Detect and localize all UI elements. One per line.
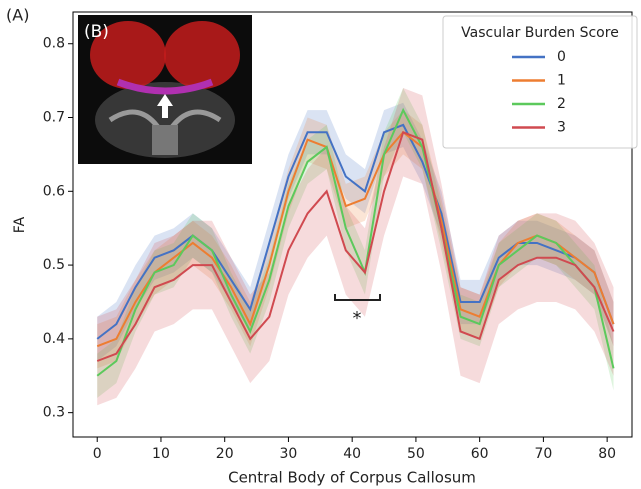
x-tick-label: 10 bbox=[152, 446, 170, 462]
legend-title: Vascular Burden Score bbox=[461, 25, 619, 41]
legend-label: 0 bbox=[557, 49, 566, 65]
x-tick-label: 70 bbox=[534, 446, 552, 462]
y-tick-label: 0.5 bbox=[43, 257, 65, 273]
inset-image: (B) bbox=[78, 15, 252, 164]
legend-label: 3 bbox=[557, 120, 566, 136]
page: {"chart_data": {"type": "line", "panel_l… bbox=[0, 0, 641, 489]
legend-label: 2 bbox=[557, 96, 566, 112]
y-tick-label: 0.3 bbox=[43, 405, 65, 421]
significance-bracket: * bbox=[335, 294, 380, 329]
inset-label: (B) bbox=[84, 22, 109, 42]
x-tick-label: 20 bbox=[216, 446, 234, 462]
tract-right bbox=[164, 21, 240, 89]
x-tick-label: 60 bbox=[471, 446, 489, 462]
x-tick-label: 0 bbox=[93, 446, 102, 462]
panel-label: (A) bbox=[6, 6, 29, 25]
y-axis-label: FA bbox=[12, 216, 28, 233]
x-tick-label: 80 bbox=[598, 446, 616, 462]
y-tick-label: 0.7 bbox=[43, 110, 65, 126]
y-tick-label: 0.4 bbox=[43, 331, 65, 347]
chart: (A) FA Central Body of Corpus Callosum 0… bbox=[0, 0, 641, 489]
brainstem bbox=[152, 125, 178, 155]
x-tick-label: 50 bbox=[407, 446, 425, 462]
x-axis-label: Central Body of Corpus Callosum bbox=[228, 469, 476, 487]
legend-label: 1 bbox=[557, 73, 566, 89]
x-tick-label: 30 bbox=[280, 446, 298, 462]
legend: Vascular Burden Score 0 1 2 3 bbox=[443, 16, 637, 148]
y-tick-label: 0.6 bbox=[43, 183, 65, 199]
y-tick-label: 0.8 bbox=[43, 36, 65, 52]
significance-star: * bbox=[353, 308, 362, 329]
x-tick-label: 40 bbox=[343, 446, 361, 462]
